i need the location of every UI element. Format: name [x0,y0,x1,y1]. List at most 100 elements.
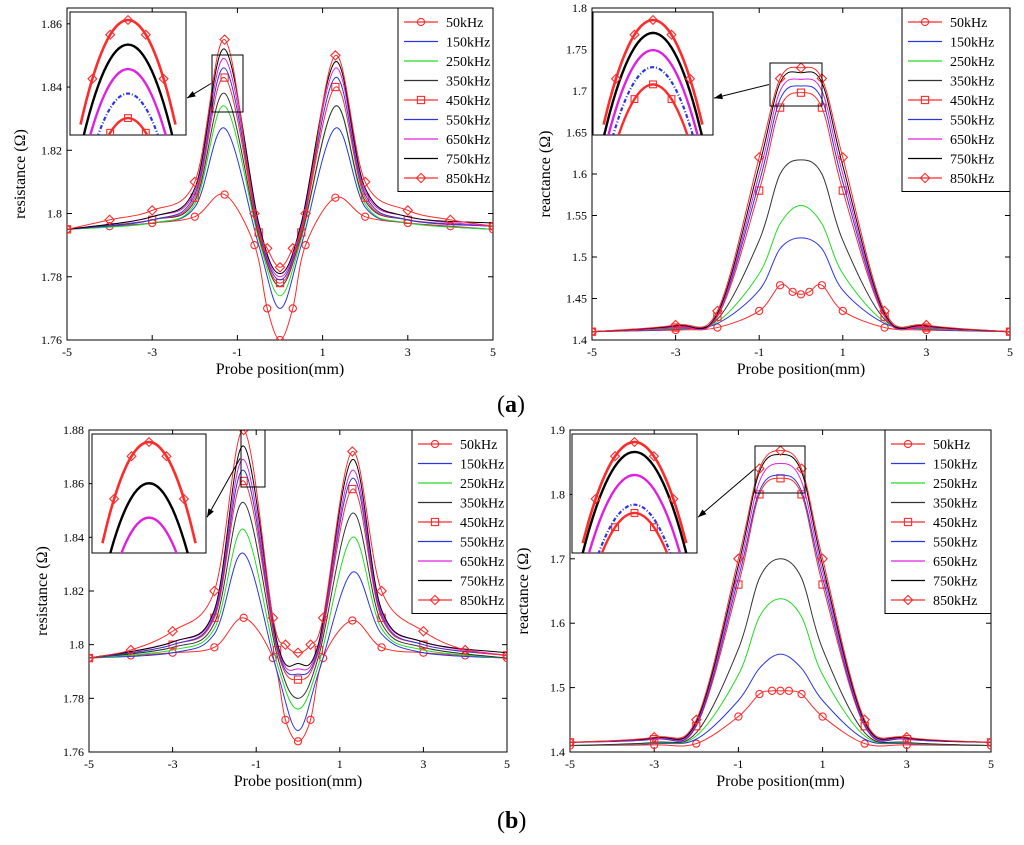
inset-point-850kHz [108,493,120,505]
x-tick-label: 5 [490,345,496,359]
panel-label-a: (a) [497,392,525,418]
data-point-850kHz [445,214,456,226]
data-point-50kHz [293,737,303,746]
inset-point-850kHz [610,73,622,84]
inset-frame [592,11,714,136]
inset-line-850kHz [581,440,688,544]
data-point-50kHz [250,240,259,250]
series-line-350kHz [89,501,507,699]
data-point-850kHz [753,152,765,163]
inset-line-450kHz [617,83,689,135]
inset-point-450kHz [667,95,676,104]
series-line-750kHz [67,48,493,275]
zoom-arrow-head [207,508,214,518]
data-point-850kHz [795,62,807,74]
zoom-box [769,62,823,107]
data-point-850kHz [402,204,414,216]
data-point-850kHz [67,223,73,235]
y-tick-label: 1.45 [566,292,587,306]
legend-label: 650kHz [933,555,977,570]
data-point-850kHz [592,326,598,338]
inset-point-450kHz [160,174,167,181]
zoom-box [211,54,244,113]
y-tick-label: 1.86 [63,477,84,491]
data-point-50kHz [377,643,386,652]
inset-line-750kHz [581,450,688,553]
data-point-850kHz [817,553,828,565]
data-point-850kHz [238,430,250,436]
data-point-450kHz [220,73,229,82]
inset-point-450kHz [670,566,677,573]
data-point-850kHz [267,612,279,624]
y-tick-label: 1.8 [69,638,84,652]
data-point-450kHz [838,186,847,195]
x-tick-label: -5 [84,757,94,771]
inset-point-850kHz [629,29,640,40]
inset-point-450kHz [649,80,657,89]
data-point-50kHz [734,712,743,721]
data-point-850kHz [837,152,849,163]
inset-line-450kHz [107,116,149,135]
data-point-50kHz [168,648,177,657]
data-point-850kHz [346,446,358,457]
series-line-250kHz [89,528,507,710]
inset-line-750kHz [109,482,189,553]
data-point-450kHz [419,640,428,649]
legend-label: 150kHz [933,458,977,473]
data-point-50kHz [361,212,370,221]
y-tick-label: 1.76 [63,745,84,759]
data-point-50kHz [788,287,797,297]
zoom-arrow [697,469,755,518]
series-line-850kHz [592,66,1010,333]
series-line-450kHz [570,477,991,743]
legend-label: 850kHz [446,172,490,187]
legend-marker [416,95,426,105]
data-point-50kHz [239,613,248,622]
inset-point-850kHz [105,29,116,40]
series-line-250kHz [592,205,1010,333]
inset-point-850kHz [684,73,696,84]
legend-label: 850kHz [950,172,994,187]
y-axis-label: resistance (Ω) [12,129,29,219]
legend-marker [430,439,440,449]
zoom-arrow-head [187,91,196,99]
legend-marker [903,439,913,449]
x-tick-label: 3 [420,757,426,771]
x-tick-label: 3 [405,345,411,359]
data-point-50kHz [281,715,290,724]
data-point-50kHz [860,739,869,748]
data-point-850kHz [292,647,304,659]
y-tick-label: 1.82 [63,584,84,598]
inset-line-550kHz [612,66,694,135]
data-point-50kHz [776,686,785,695]
legend-label: 850kHz [933,594,977,609]
x-tick-label: 5 [1007,345,1013,359]
series-line-650kHz [570,462,991,743]
y-tick-label: 1.86 [41,17,62,31]
data-point-450kHz [348,484,357,494]
series-line-50kHz [570,690,991,747]
y-tick-label: 1.75 [566,43,587,57]
x-tick-label: -5 [62,345,72,359]
x-axis-label: Probe position(mm) [216,361,344,378]
series-line-650kHz [67,58,493,278]
data-point-50kHz [692,739,701,748]
y-tick-label: 1.65 [566,126,587,140]
legend-label: 50kHz [460,438,497,453]
x-tick-label: 1 [840,345,846,359]
legend-label: 550kHz [950,114,994,129]
inset-line-550kHz [96,92,160,135]
x-tick-label: 5 [504,757,510,771]
series-line-150kHz [592,237,1010,333]
data-point-850kHz [376,585,387,597]
data-point-850kHz [901,731,913,743]
x-tick-label: -3 [168,757,178,771]
inset-point-450kHz [649,523,658,532]
data-point-850kHz [879,305,890,317]
data-point-50kHz [797,689,806,699]
data-point-850kHz [317,612,329,624]
inset-line-550kHz [597,503,672,553]
x-tick-label: 1 [820,757,826,771]
data-point-450kHz [331,82,340,92]
